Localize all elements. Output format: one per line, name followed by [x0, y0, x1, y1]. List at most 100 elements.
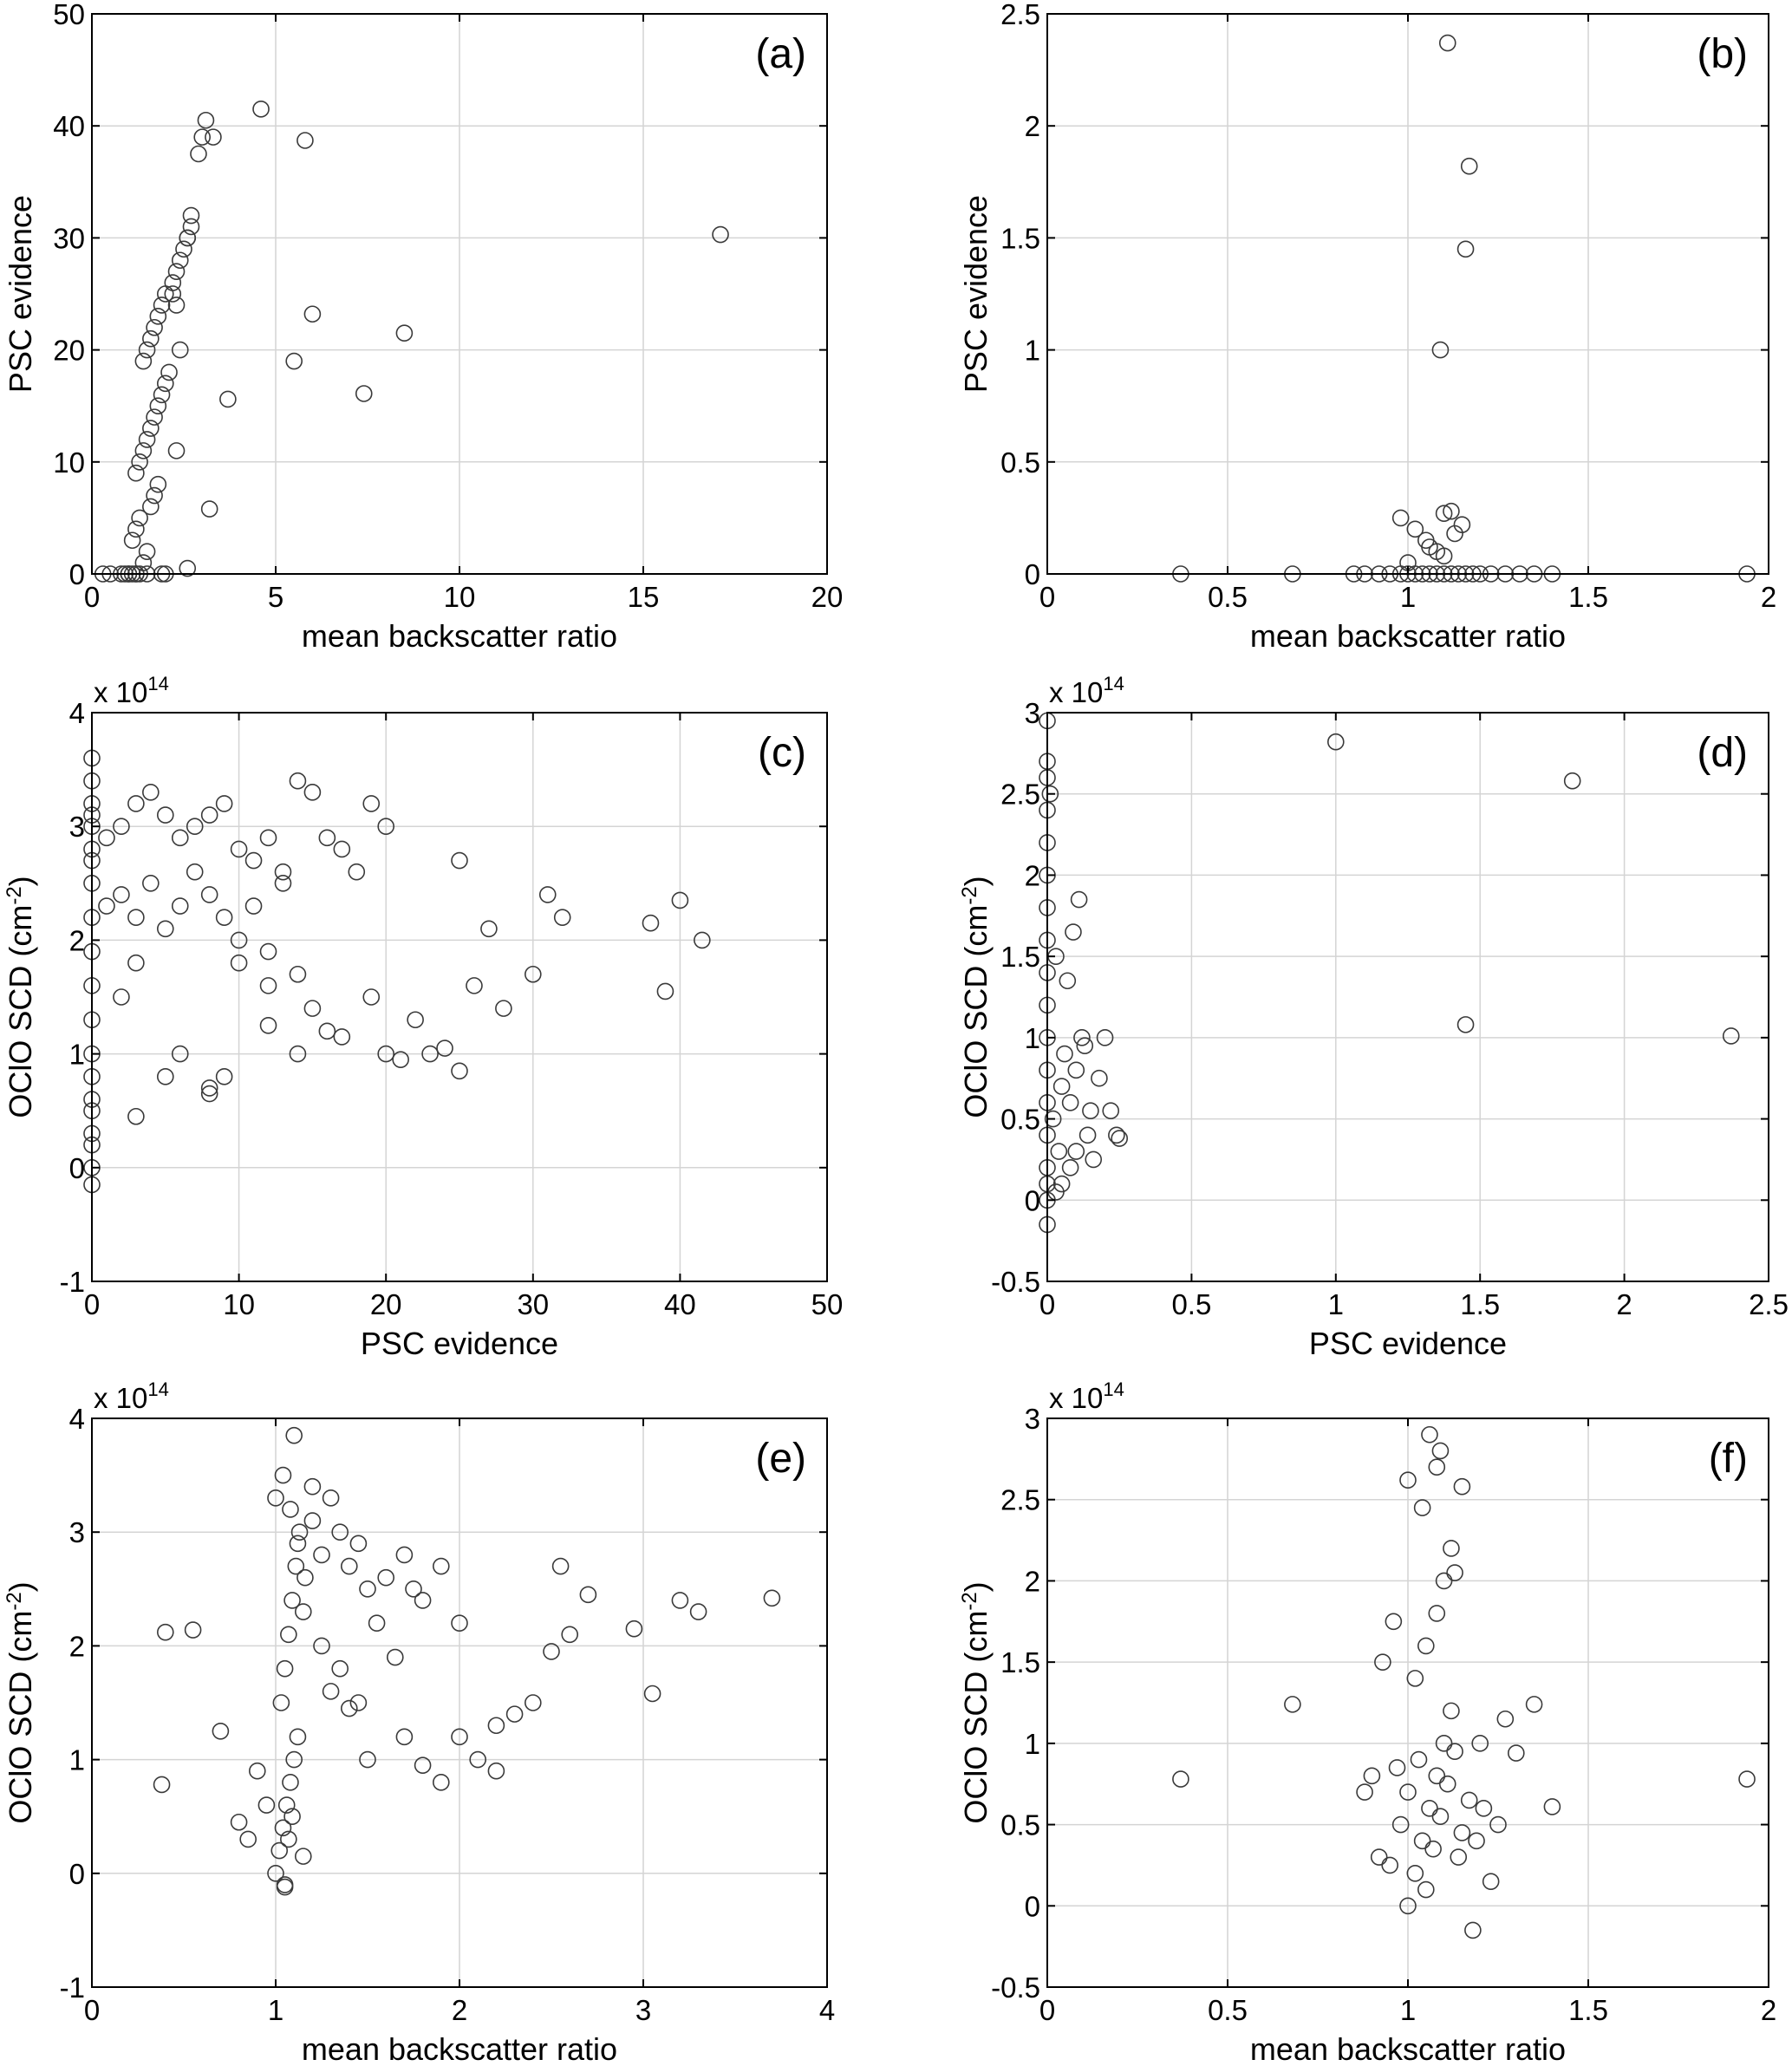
data-point — [642, 914, 660, 932]
data-point — [252, 101, 270, 118]
y-tick-label: 3 — [69, 811, 85, 843]
data-point — [113, 988, 130, 1006]
data-point — [205, 128, 222, 146]
data-point — [1391, 509, 1410, 527]
x-tick-label: 30 — [517, 1288, 549, 1320]
data-point — [318, 1022, 336, 1040]
data-point — [282, 1501, 299, 1518]
data-point — [200, 1085, 218, 1103]
data-point — [377, 1568, 395, 1587]
data-point — [1438, 1775, 1456, 1793]
data-point — [1446, 525, 1463, 543]
y-axis-label: PSC evidence — [958, 195, 994, 393]
data-point — [1111, 1130, 1128, 1147]
y-tick-label: 2 — [1025, 110, 1040, 142]
data-point — [285, 1426, 303, 1444]
data-point — [285, 352, 303, 370]
data-point — [113, 818, 130, 836]
data-point — [146, 318, 163, 336]
data-point — [432, 1557, 450, 1575]
data-point — [215, 1068, 233, 1085]
data-point — [377, 1045, 395, 1063]
y-tick-label: 2.5 — [1000, 1484, 1040, 1516]
data-point — [1468, 1832, 1485, 1850]
y-tick-label: -1 — [60, 1266, 85, 1298]
data-point — [1431, 341, 1450, 359]
data-point — [149, 397, 167, 415]
panel-label: (c) — [758, 730, 806, 776]
data-point — [368, 1614, 386, 1632]
y-tick-label: 50 — [53, 0, 85, 30]
data-point — [274, 1819, 292, 1837]
y-axis-label: OClO SCD (cm-2) — [958, 876, 994, 1118]
data-point — [1428, 1767, 1446, 1785]
data-point — [1475, 1800, 1493, 1817]
data-point — [283, 1592, 301, 1609]
x-tick-label: 0 — [84, 1288, 100, 1320]
data-point — [244, 897, 263, 915]
data-point — [395, 1546, 414, 1564]
y-tick-label: 4 — [69, 697, 85, 729]
data-point — [395, 1728, 414, 1746]
data-point — [127, 1107, 145, 1125]
x-tick-label: 0 — [1039, 1994, 1055, 2026]
data-point — [1061, 1159, 1079, 1176]
data-point — [1421, 1425, 1438, 1444]
data-point — [244, 851, 263, 870]
data-point — [215, 909, 233, 926]
data-point — [451, 1062, 468, 1080]
panel-label: (a) — [755, 31, 806, 77]
x-tick-label: 20 — [370, 1288, 402, 1320]
data-point — [643, 1685, 661, 1703]
data-point — [179, 559, 197, 577]
data-point — [1082, 1102, 1099, 1119]
data-point — [1363, 1767, 1381, 1785]
data-point — [193, 128, 211, 146]
data-point — [1406, 1865, 1424, 1882]
data-point — [294, 1848, 312, 1865]
data-point — [466, 977, 483, 994]
axes-frame — [91, 712, 828, 1282]
y-tick-label: -0.5 — [991, 1266, 1040, 1298]
data-point — [182, 218, 200, 236]
data-point — [142, 498, 160, 516]
data-point — [1041, 785, 1059, 803]
data-point — [157, 1068, 174, 1085]
y-axis-label: OClO SCD (cm-2) — [958, 1581, 994, 1823]
y-tick-label: 2.5 — [1000, 0, 1040, 30]
data-point — [186, 863, 204, 881]
data-point — [1399, 1897, 1417, 1915]
data-point — [1374, 1653, 1391, 1671]
data-point — [333, 840, 351, 858]
panel-label: (d) — [1697, 730, 1748, 776]
data-point — [239, 1830, 257, 1848]
data-point — [671, 891, 689, 909]
y-tick-label: 1 — [1025, 1022, 1040, 1054]
data-point — [1096, 1029, 1114, 1046]
data-point — [362, 988, 381, 1006]
data-point — [333, 1028, 351, 1046]
x-tick-label: 15 — [628, 581, 660, 613]
data-point — [167, 442, 186, 459]
x-tick-label: 0 — [84, 581, 100, 613]
data-point — [1102, 1102, 1120, 1119]
data-point — [149, 475, 167, 493]
data-point — [294, 1603, 312, 1620]
data-point — [1443, 502, 1460, 520]
data-point — [142, 784, 160, 801]
data-point — [230, 1813, 248, 1831]
data-point — [290, 1523, 309, 1541]
y-tick-label: 3 — [69, 1516, 85, 1548]
data-point — [414, 1592, 432, 1609]
data-point — [157, 806, 174, 824]
data-point — [1446, 1564, 1463, 1581]
data-point — [157, 375, 174, 393]
data-point — [1431, 1442, 1450, 1460]
data-point — [1543, 1798, 1561, 1815]
x-tick-label: 1.5 — [1568, 581, 1608, 613]
data-point — [270, 1841, 289, 1860]
y-tick-label: 1.5 — [1000, 1646, 1040, 1678]
y-tick-label: 2.5 — [1000, 779, 1040, 811]
